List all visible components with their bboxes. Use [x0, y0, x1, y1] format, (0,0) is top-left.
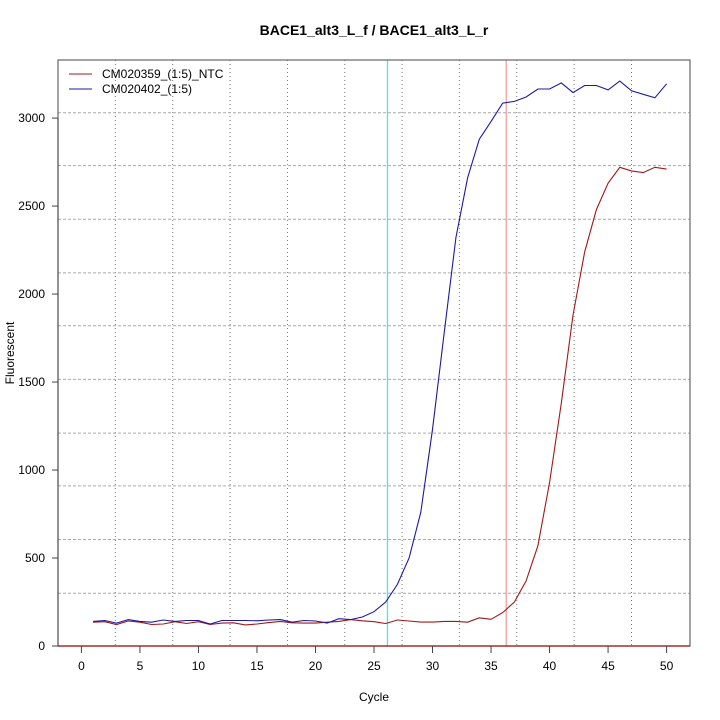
x-tick-label: 20 [309, 659, 323, 673]
y-tick-label: 2000 [18, 287, 45, 301]
x-tick-label: 40 [543, 659, 557, 673]
legend-label-2: CM020402_(1:5) [102, 82, 192, 96]
legend-label-1: CM020359_(1:5)_NTC [102, 67, 224, 81]
x-tick-label: 50 [660, 659, 674, 673]
x-tick-label: 15 [250, 659, 264, 673]
y-tick-label: 0 [38, 639, 45, 653]
y-tick-label: 500 [25, 551, 45, 565]
x-axis: 0 5 10 15 20 25 30 35 40 45 50 [78, 646, 674, 673]
chart-title: BACE1_alt3_L_f / BACE1_alt3_L_r [260, 22, 489, 38]
x-tick-label: 45 [601, 659, 615, 673]
grid [58, 60, 690, 646]
x-tick-label: 25 [367, 659, 381, 673]
plot-frame [57, 59, 691, 647]
series-lines [93, 80, 668, 626]
y-tick-label: 1500 [18, 375, 45, 389]
x-tick-label: 0 [78, 659, 85, 673]
y-axis: 0 500 1000 1500 2000 2500 3000 [18, 111, 59, 653]
series-line-2 [93, 80, 668, 625]
series-line-1 [93, 166, 667, 626]
x-tick-label: 5 [137, 659, 144, 673]
y-tick-label: 1000 [18, 463, 45, 477]
x-tick-label: 30 [426, 659, 440, 673]
y-tick-label: 2500 [18, 199, 45, 213]
x-axis-title: Cycle [359, 690, 389, 704]
x-tick-label: 35 [484, 659, 498, 673]
y-axis-title: Fluorescent [3, 321, 17, 384]
y-tick-label: 3000 [18, 111, 45, 125]
vertical-markers [386, 60, 507, 646]
x-tick-label: 10 [192, 659, 206, 673]
